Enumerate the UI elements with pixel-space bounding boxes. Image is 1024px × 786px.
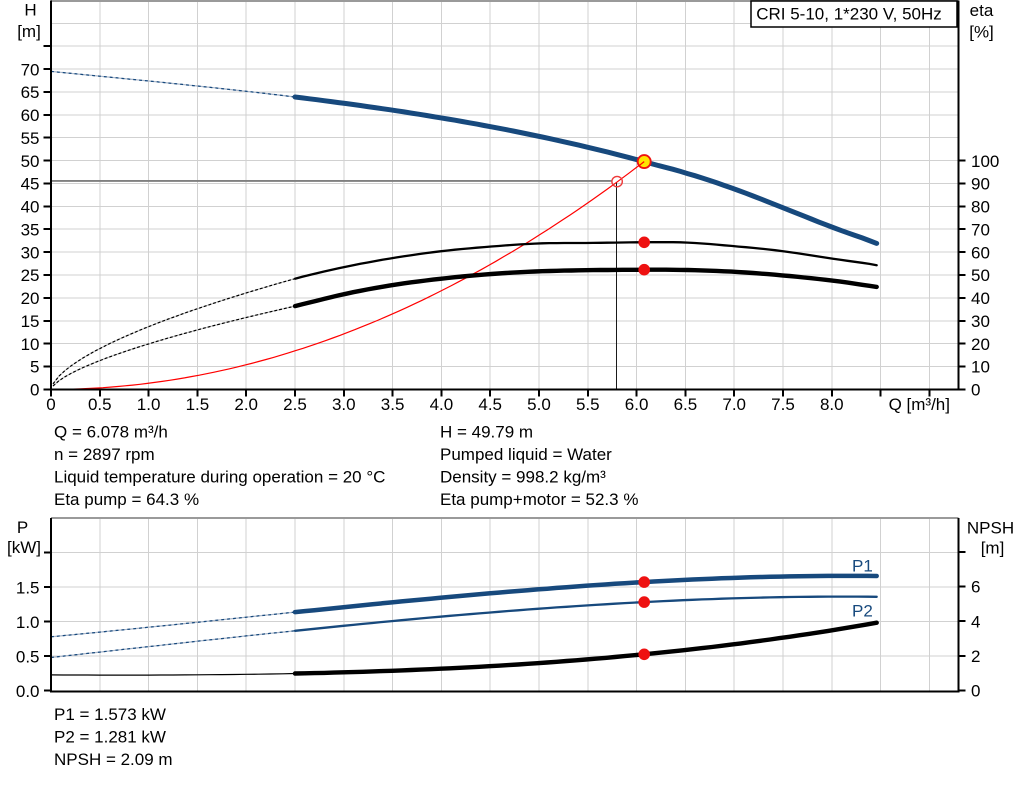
svg-text:50: 50 <box>21 152 40 171</box>
svg-text:8.0: 8.0 <box>820 395 844 414</box>
svg-text:P1: P1 <box>852 557 873 576</box>
svg-text:[%]: [%] <box>969 23 994 42</box>
svg-text:35: 35 <box>21 220 40 239</box>
svg-text:P2: P2 <box>852 602 873 621</box>
svg-text:1.5: 1.5 <box>186 395 210 414</box>
svg-text:15: 15 <box>21 312 40 331</box>
svg-text:[m]: [m] <box>981 539 1005 558</box>
svg-text:4: 4 <box>971 612 980 631</box>
svg-text:10: 10 <box>21 335 40 354</box>
svg-text:P: P <box>17 518 28 537</box>
svg-text:55: 55 <box>21 129 40 148</box>
svg-text:60: 60 <box>21 106 40 125</box>
svg-text:10: 10 <box>971 358 990 377</box>
svg-text:Liquid temperature during oper: Liquid temperature during operation = 20… <box>54 468 385 487</box>
svg-text:Density = 998.2 kg/m³: Density = 998.2 kg/m³ <box>440 468 606 487</box>
svg-text:6.0: 6.0 <box>625 395 649 414</box>
svg-text:70: 70 <box>21 60 40 79</box>
svg-text:30: 30 <box>21 243 40 262</box>
svg-text:3.5: 3.5 <box>381 395 405 414</box>
svg-text:4.5: 4.5 <box>478 395 502 414</box>
svg-text:0: 0 <box>46 395 55 414</box>
svg-text:Eta pump = 64.3 %: Eta pump = 64.3 % <box>54 490 199 509</box>
svg-text:20: 20 <box>21 289 40 308</box>
svg-text:2.0: 2.0 <box>234 395 258 414</box>
svg-text:Q [m³/h]: Q [m³/h] <box>889 395 950 414</box>
svg-text:20: 20 <box>971 335 990 354</box>
svg-text:3.0: 3.0 <box>332 395 356 414</box>
svg-text:6: 6 <box>971 578 980 597</box>
svg-text:7.5: 7.5 <box>771 395 795 414</box>
svg-text:CRI 5-10, 1*230 V, 50Hz: CRI 5-10, 1*230 V, 50Hz <box>756 5 942 24</box>
svg-text:5.5: 5.5 <box>576 395 600 414</box>
svg-text:0: 0 <box>971 381 980 400</box>
svg-text:n = 2897 rpm: n = 2897 rpm <box>54 445 155 464</box>
svg-text:7.0: 7.0 <box>722 395 746 414</box>
svg-text:Q = 6.078 m³/h: Q = 6.078 m³/h <box>54 423 168 442</box>
svg-text:H = 49.79 m: H = 49.79 m <box>440 423 533 442</box>
svg-text:60: 60 <box>971 243 990 262</box>
svg-text:[kW]: [kW] <box>7 538 41 557</box>
svg-text:eta: eta <box>970 1 994 20</box>
svg-text:5: 5 <box>30 358 39 377</box>
svg-text:P1 = 1.573 kW: P1 = 1.573 kW <box>54 705 166 724</box>
svg-text:6.5: 6.5 <box>674 395 698 414</box>
svg-text:1.5: 1.5 <box>16 578 40 597</box>
svg-text:80: 80 <box>971 198 990 217</box>
svg-text:Pumped liquid = Water: Pumped liquid = Water <box>440 445 612 464</box>
svg-text:P2 = 1.281 kW: P2 = 1.281 kW <box>54 727 166 746</box>
svg-text:1.0: 1.0 <box>137 395 161 414</box>
svg-text:0.5: 0.5 <box>16 647 40 666</box>
svg-text:50: 50 <box>971 266 990 285</box>
svg-text:0.5: 0.5 <box>88 395 112 414</box>
svg-text:5.0: 5.0 <box>527 395 551 414</box>
svg-text:25: 25 <box>21 266 40 285</box>
svg-text:40: 40 <box>971 289 990 308</box>
svg-text:NPSH = 2.09 m: NPSH = 2.09 m <box>54 750 173 769</box>
svg-text:1.0: 1.0 <box>16 613 40 632</box>
svg-text:H: H <box>24 1 36 20</box>
svg-text:100: 100 <box>971 152 999 171</box>
svg-text:2.5: 2.5 <box>283 395 307 414</box>
svg-text:40: 40 <box>21 198 40 217</box>
svg-text:NPSH: NPSH <box>967 519 1014 538</box>
svg-text:65: 65 <box>21 83 40 102</box>
svg-text:0: 0 <box>971 682 980 701</box>
svg-text:90: 90 <box>971 175 990 194</box>
svg-text:[m]: [m] <box>17 22 41 41</box>
svg-text:0.0: 0.0 <box>16 682 40 701</box>
svg-text:30: 30 <box>971 312 990 331</box>
svg-text:Eta pump+motor = 52.3 %: Eta pump+motor = 52.3 % <box>440 490 638 509</box>
svg-text:70: 70 <box>971 220 990 239</box>
svg-text:0: 0 <box>30 381 39 400</box>
svg-text:2: 2 <box>971 647 980 666</box>
svg-text:4.0: 4.0 <box>430 395 454 414</box>
svg-text:45: 45 <box>21 175 40 194</box>
